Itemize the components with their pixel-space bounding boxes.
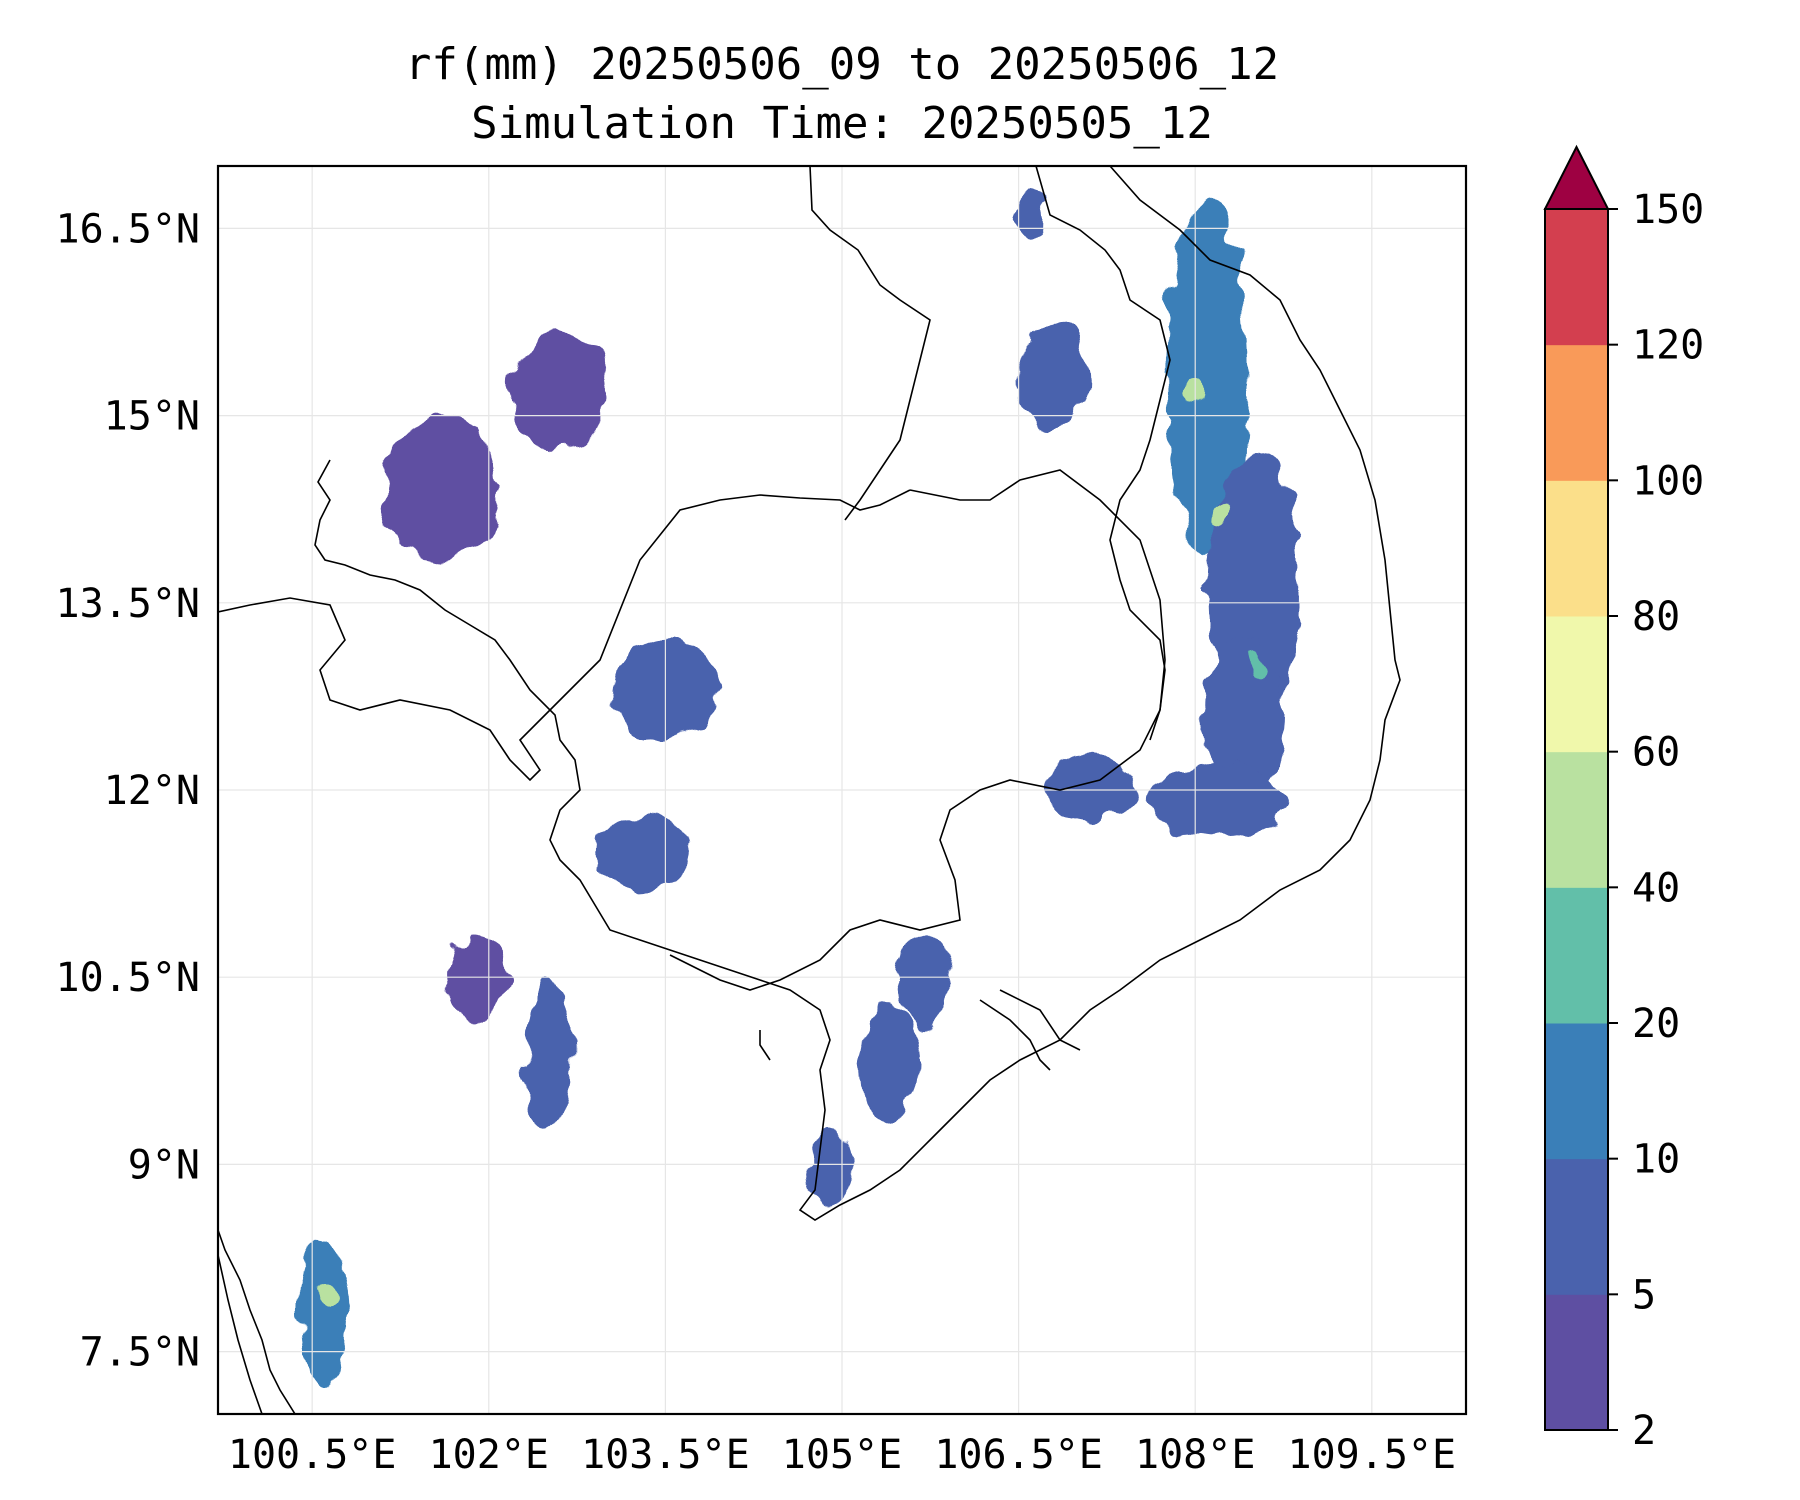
- lat-tick-label-3: 12°N: [104, 768, 200, 814]
- coastlines-and-borders: [218, 166, 1401, 1414]
- colorbar-label-9: 150: [1632, 187, 1704, 233]
- colorbar-label-6: 80: [1632, 594, 1680, 640]
- colorbar-swatch-6: [1545, 480, 1608, 617]
- lon-tick-label-4: 106.5°E: [934, 1432, 1103, 1478]
- colorbar-frame: [1544, 208, 1609, 1431]
- colorbar-swatch-0: [1545, 1294, 1608, 1431]
- lon-tick-label-0: 100.5°E: [228, 1432, 397, 1478]
- rain-cell-16: [300, 1239, 348, 1390]
- colorbar-extend-triangle: [1543, 144, 1610, 210]
- rain-cell-3: [1148, 765, 1290, 840]
- gridlines: [218, 166, 1466, 1414]
- lat-tick-label-2: 13.5°N: [56, 581, 201, 627]
- lon-tick-label-1: 102°E: [429, 1432, 549, 1478]
- colorbar-swatch-3: [1545, 887, 1608, 1024]
- lat-tick-label-6: 7.5°N: [80, 1330, 200, 1376]
- rain-cell-11: [594, 814, 689, 890]
- lon-tick-label-2: 103.5°E: [581, 1432, 750, 1478]
- lat-tick-label-1: 15°N: [104, 394, 200, 440]
- colorbar-label-1: 5: [1632, 1272, 1656, 1318]
- colorbar-label-0: 2: [1632, 1408, 1656, 1454]
- rain-cell-2: [1201, 640, 1284, 790]
- lat-tick-label-5: 9°N: [128, 1142, 200, 1188]
- map-title-line1: rf(mm) 20250506_09 to 20250506_12: [405, 39, 1279, 90]
- latitude-axis: 16.5°N 15°N 13.5°N 12°N 10.5°N 9°N 7.5°N: [56, 206, 201, 1375]
- rain-cell-20: [314, 1276, 334, 1302]
- rain-cell-12: [524, 977, 572, 1127]
- map-frame: [216, 164, 1468, 1416]
- rain-cell-0: [1165, 203, 1249, 553]
- rain-cell-15: [512, 328, 607, 454]
- lat-tick-label-0: 16.5°N: [56, 206, 201, 252]
- colorbar-label-4: 40: [1632, 865, 1680, 911]
- longitude-axis: 100.5°E 102°E 103.5°E 105°E 106.5°E 108°E 109.…: [228, 1432, 1456, 1478]
- rain-cell-18: [1209, 505, 1229, 526]
- map-title-line2: Simulation Time: 20250505_12: [471, 98, 1213, 149]
- colorbar: 2 5 10 20 40 60 80 100 120 150: [1543, 144, 1704, 1454]
- lon-tick-label-6: 109.5°E: [1288, 1432, 1457, 1478]
- colorbar-swatch-5: [1545, 616, 1608, 753]
- map-plot-area: [216, 164, 1468, 1416]
- rain-cell-7: [859, 1002, 919, 1127]
- colorbar-label-2: 10: [1632, 1137, 1680, 1183]
- colorbar-swatch-7: [1545, 344, 1608, 481]
- lon-tick-label-3: 105°E: [782, 1432, 902, 1478]
- colorbar-swatch-4: [1545, 751, 1608, 888]
- colorbar-label-3: 20: [1632, 1001, 1680, 1047]
- lon-tick-label-5: 108°E: [1135, 1432, 1255, 1478]
- colorbar-label-7: 100: [1632, 458, 1704, 504]
- rain-cell-5: [1018, 328, 1090, 429]
- lat-tick-label-4: 10.5°N: [56, 955, 201, 1001]
- rain-cell-19: [1244, 655, 1264, 676]
- colorbar-swatch-8: [1545, 209, 1608, 346]
- colorbar-swatch-1: [1545, 1158, 1608, 1295]
- colorbar-label-8: 120: [1632, 323, 1704, 369]
- colorbar-swatch-2: [1545, 1023, 1608, 1160]
- colorbar-label-5: 60: [1632, 730, 1680, 776]
- rain-cell-14: [382, 415, 501, 566]
